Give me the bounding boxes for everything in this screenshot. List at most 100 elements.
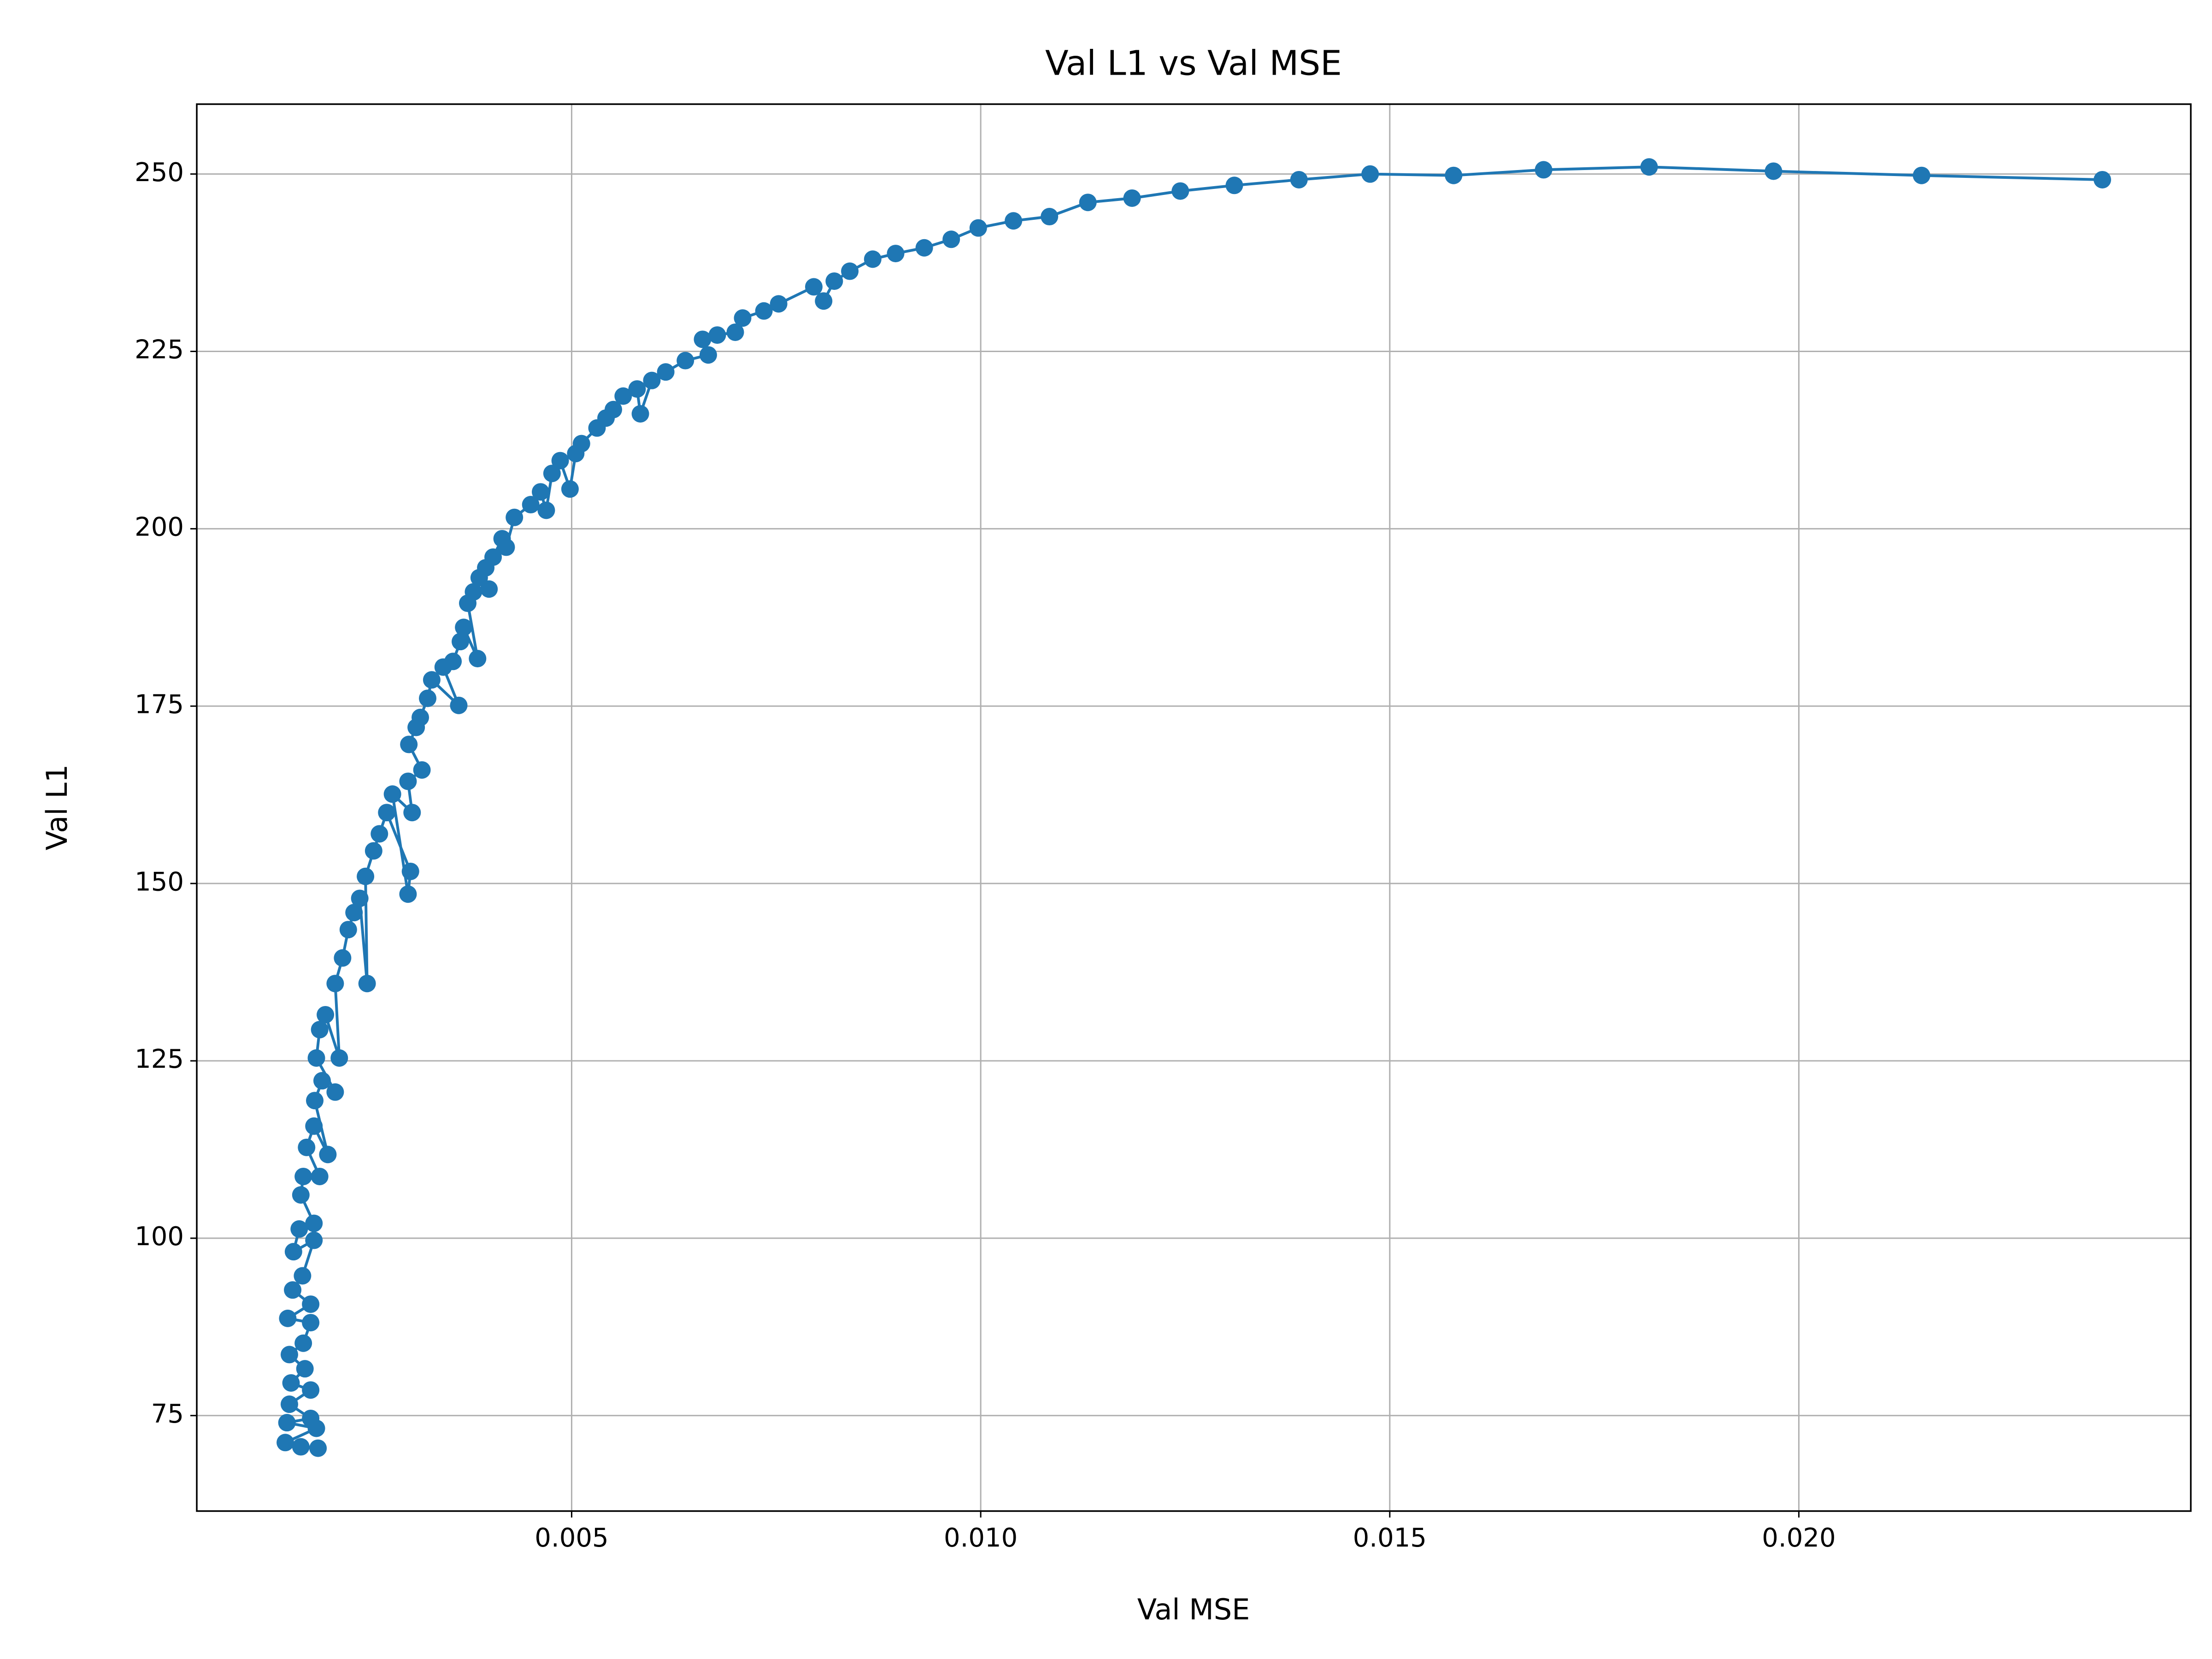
data-point — [1079, 194, 1097, 212]
data-point — [296, 1360, 314, 1378]
data-point — [357, 867, 375, 885]
data-point — [887, 245, 905, 263]
data-point — [371, 825, 388, 843]
data-point — [1765, 162, 1783, 180]
data-point — [434, 658, 452, 676]
data-point — [459, 594, 477, 612]
data-point — [1290, 171, 1308, 188]
data-point — [313, 1072, 331, 1090]
x-tick-label: 0.020 — [1762, 1523, 1835, 1553]
y-tick-label: 75 — [151, 1399, 184, 1429]
data-point — [643, 371, 661, 389]
data-point — [276, 1434, 294, 1452]
data-point — [378, 804, 396, 822]
data-point — [493, 529, 511, 547]
y-tick-label: 125 — [135, 1044, 184, 1074]
data-point — [407, 718, 425, 736]
data-point — [307, 1049, 325, 1067]
y-tick-label: 100 — [135, 1222, 184, 1252]
x-tick-label: 0.005 — [535, 1523, 608, 1553]
data-point — [302, 1314, 320, 1332]
data-point — [551, 452, 569, 470]
data-point — [469, 650, 487, 668]
data-point — [694, 330, 712, 348]
data-point — [588, 419, 606, 437]
data-point — [450, 696, 468, 714]
axes-layer: 0.005 0.010 0.015 0.020 75 100 125 150 175 200 225… — [135, 158, 1835, 1553]
data-point — [280, 1395, 298, 1413]
y-tick-label: 250 — [135, 158, 184, 188]
data-point — [537, 501, 555, 519]
data-point — [326, 1083, 344, 1101]
data-point — [351, 889, 369, 907]
data-point — [734, 309, 752, 327]
data-point — [365, 842, 382, 860]
data-point — [400, 735, 418, 753]
x-tick-label: 0.010 — [944, 1523, 1018, 1553]
data-point — [567, 445, 585, 463]
data-point — [1912, 166, 1930, 184]
data-point — [1005, 212, 1023, 230]
x-tick-label: 0.015 — [1353, 1523, 1427, 1553]
data-point — [543, 465, 561, 482]
data-point — [383, 785, 401, 803]
data-point — [708, 326, 726, 344]
data-point — [280, 1346, 298, 1364]
data-point — [2094, 171, 2112, 188]
data-point — [278, 1414, 296, 1432]
data-point — [413, 761, 431, 779]
data-point — [864, 250, 882, 268]
data-point — [309, 1439, 327, 1457]
data-point — [279, 1309, 297, 1327]
data-point — [470, 569, 488, 587]
data-point — [755, 302, 773, 320]
y-tick-label: 150 — [135, 867, 184, 897]
data-point — [311, 1167, 329, 1185]
data-point — [401, 862, 419, 880]
data-point — [561, 480, 579, 498]
data-point — [1225, 176, 1243, 194]
data-point — [825, 272, 843, 290]
data-point — [282, 1374, 300, 1392]
data-point — [1535, 161, 1553, 179]
data-point — [522, 496, 540, 514]
chart-title: Val L1 vs Val MSE — [1045, 44, 1342, 83]
x-axis-label: Val MSE — [1137, 1593, 1250, 1626]
data-point — [305, 1117, 323, 1135]
data-point — [452, 633, 470, 651]
data-point — [805, 278, 823, 296]
data-point — [330, 1049, 348, 1067]
data-point — [339, 921, 357, 939]
data-point — [290, 1220, 308, 1238]
data-point — [418, 689, 436, 707]
data-point — [1123, 189, 1141, 207]
data-point — [334, 949, 352, 967]
data-point — [307, 1419, 325, 1437]
data-point — [915, 239, 933, 257]
data-point — [326, 975, 344, 993]
data-point — [677, 352, 694, 370]
data-point — [506, 508, 524, 526]
data-point — [298, 1138, 316, 1156]
data-point — [770, 295, 788, 313]
y-axis-label: Val L1 — [40, 765, 74, 851]
data-point — [1640, 158, 1658, 176]
data-point — [284, 1281, 302, 1299]
data-point — [1361, 165, 1379, 183]
data-point — [294, 1267, 312, 1285]
data-point — [1171, 182, 1189, 200]
grid-layer — [197, 104, 2191, 1511]
data-point — [284, 1243, 302, 1261]
data-point — [302, 1381, 320, 1399]
data-point — [306, 1092, 324, 1110]
data-point — [358, 975, 376, 993]
data-point — [292, 1438, 310, 1456]
data-point — [423, 671, 441, 689]
data-point — [319, 1146, 337, 1164]
data-point — [1445, 166, 1463, 184]
data-point — [657, 363, 675, 381]
data-point — [292, 1186, 310, 1204]
